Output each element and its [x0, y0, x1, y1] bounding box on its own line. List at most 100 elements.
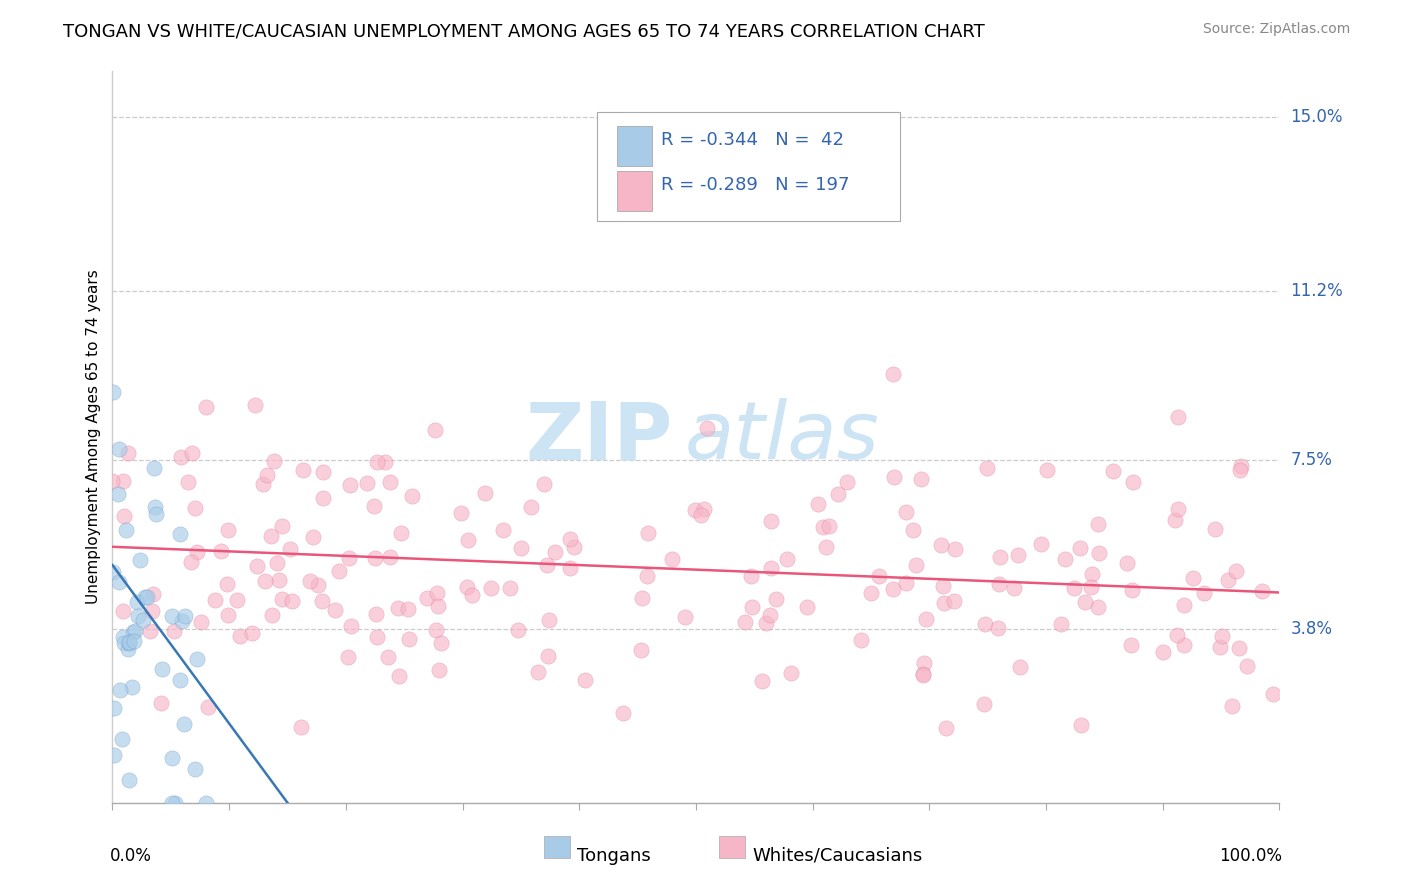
Bar: [617, 126, 651, 166]
Point: [430, 636, 453, 650]
Text: TONGAN VS WHITE/CAUCASIAN UNEMPLOYMENT AMONG AGES 65 TO 74 YEARS CORRELATION CHA: TONGAN VS WHITE/CAUCASIAN UNEMPLOYMENT A…: [63, 22, 986, 40]
Point: [374, 455, 396, 469]
Point: [562, 540, 585, 554]
Point: [103, 747, 125, 762]
Point: [741, 599, 763, 614]
Point: [245, 398, 267, 412]
Point: [974, 616, 997, 631]
Point: [450, 506, 472, 520]
Point: [111, 474, 134, 488]
Point: [943, 542, 966, 557]
Point: [1152, 645, 1174, 659]
Point: [366, 607, 388, 621]
Point: [533, 476, 555, 491]
Point: [378, 475, 401, 489]
Bar: [720, 836, 745, 858]
Point: [1229, 640, 1251, 655]
Point: [118, 635, 141, 649]
Point: [759, 560, 782, 574]
Point: [976, 461, 998, 475]
Point: [1080, 580, 1102, 594]
Point: [160, 609, 183, 624]
Point: [1008, 660, 1031, 674]
Point: [169, 673, 191, 687]
Point: [574, 673, 596, 688]
Point: [776, 552, 799, 566]
Point: [1087, 517, 1109, 532]
Point: [150, 696, 173, 710]
Point: [269, 573, 291, 587]
Point: [894, 576, 917, 591]
Point: [1074, 595, 1097, 609]
Point: [851, 633, 873, 648]
Point: [194, 400, 217, 414]
Point: [135, 590, 157, 604]
FancyBboxPatch shape: [596, 112, 900, 221]
Point: [1261, 688, 1284, 702]
Point: [456, 580, 478, 594]
Point: [194, 796, 217, 810]
Point: [134, 591, 156, 605]
Point: [734, 615, 756, 629]
Point: [759, 514, 782, 528]
Point: [128, 552, 150, 566]
Point: [396, 602, 419, 616]
Point: [690, 508, 713, 523]
Point: [173, 716, 195, 731]
Point: [108, 574, 131, 589]
Point: [935, 721, 957, 735]
Point: [911, 667, 934, 681]
Text: 0.0%: 0.0%: [110, 847, 152, 864]
Point: [1088, 545, 1111, 559]
Point: [292, 463, 315, 477]
Point: [942, 594, 965, 608]
Point: [190, 615, 212, 629]
Point: [815, 540, 838, 554]
Point: [636, 569, 658, 583]
Point: [270, 518, 292, 533]
Point: [127, 608, 149, 623]
Point: [401, 489, 423, 503]
Point: [426, 586, 449, 600]
Point: [751, 674, 773, 689]
Point: [910, 473, 932, 487]
Point: [425, 623, 447, 637]
Point: [117, 642, 139, 657]
Point: [883, 470, 905, 484]
Point: [837, 475, 859, 490]
Point: [229, 629, 252, 643]
Point: [328, 564, 350, 578]
Point: [363, 499, 385, 513]
Point: [868, 568, 890, 582]
Point: [1216, 573, 1239, 587]
Point: [696, 421, 718, 435]
Point: [378, 549, 401, 564]
Point: [364, 550, 387, 565]
Point: [630, 643, 652, 657]
Point: [683, 503, 706, 517]
Point: [479, 581, 502, 595]
Point: [1063, 581, 1085, 595]
Point: [366, 455, 388, 469]
Point: [125, 595, 148, 609]
Point: [299, 574, 322, 589]
Point: [180, 446, 202, 460]
Point: [1070, 718, 1092, 732]
Point: [932, 596, 955, 610]
Point: [1087, 600, 1109, 615]
Point: [860, 586, 883, 600]
Point: [911, 667, 934, 681]
Point: [536, 649, 558, 664]
Point: [813, 519, 835, 533]
Point: [1119, 638, 1142, 652]
Point: [290, 720, 312, 734]
Point: [1250, 583, 1272, 598]
Point: [141, 604, 163, 618]
Point: [988, 577, 1011, 591]
Point: [1173, 638, 1195, 652]
Point: [1225, 564, 1247, 578]
Point: [197, 700, 219, 714]
Point: [474, 485, 496, 500]
Point: [1054, 552, 1077, 566]
Point: [1220, 698, 1243, 713]
